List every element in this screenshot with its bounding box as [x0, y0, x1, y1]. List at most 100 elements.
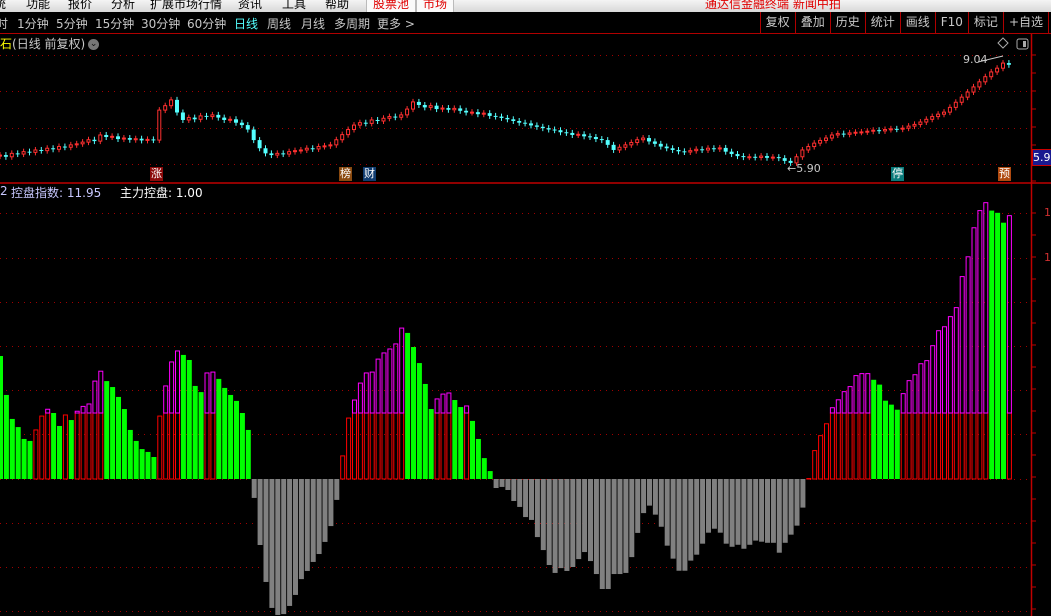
indicator-bar-negative	[776, 479, 782, 553]
current-price-label: 5.98	[1032, 149, 1051, 166]
add-watchlist-button[interactable]: +自选	[1002, 12, 1049, 33]
candle-up	[80, 141, 85, 145]
statistics-button[interactable]: 统计	[864, 12, 900, 33]
candle-down	[446, 108, 451, 110]
candle-down	[664, 146, 669, 149]
menu-item-news[interactable]: 资讯	[238, 0, 263, 11]
period-5min[interactable]: 5分钟	[56, 17, 88, 31]
candle-down	[3, 155, 8, 157]
indicator-bar-fall	[127, 429, 133, 479]
period-multi[interactable]: 多周期	[334, 17, 371, 31]
candle-up	[859, 131, 864, 134]
period-monthly[interactable]: 月线	[301, 17, 326, 31]
indicator-bar-fall	[139, 449, 145, 479]
indicator-bar-rise	[175, 412, 180, 480]
draw-line-button[interactable]: 画线	[899, 12, 935, 33]
indicator-bar-rise-above	[446, 392, 452, 414]
candle-up	[405, 108, 410, 116]
indicator-bar-rise	[340, 455, 346, 480]
event-tag-forecast[interactable]: 预	[998, 167, 1011, 181]
candle-up	[977, 81, 982, 88]
event-tag-limit-up[interactable]: 涨	[150, 167, 163, 181]
menu-item-extended-market[interactable]: 扩展市场行情	[150, 0, 223, 11]
overlay-button[interactable]: 叠加	[794, 12, 830, 33]
menu-item-function[interactable]: 功能	[26, 0, 51, 11]
indicator-bar-rise-above	[80, 405, 86, 414]
menu-item-quote[interactable]: 报价	[68, 0, 93, 11]
event-tag-ranking[interactable]: 榜	[339, 167, 352, 181]
indicator-bar-rise-above	[918, 363, 924, 414]
menu-item-tools[interactable]: 工具	[282, 0, 307, 11]
candle-down	[499, 116, 504, 118]
high-price-annotation: 9.04	[963, 53, 988, 66]
chevron-down-icon[interactable]: ⌄	[88, 39, 100, 50]
candle-up	[930, 116, 935, 120]
f10-button[interactable]: F10	[934, 12, 968, 33]
period-1min[interactable]: 1分钟	[17, 17, 49, 31]
candle-down	[564, 132, 569, 134]
candle-up	[971, 86, 976, 93]
candle-up	[316, 146, 321, 150]
candle-up	[481, 112, 486, 115]
candle-down	[464, 110, 469, 113]
indicator-bar-fall	[458, 407, 464, 479]
period-60min[interactable]: 60分钟	[187, 17, 227, 31]
indicator-bar-fall	[481, 458, 487, 479]
indicator-bar-rise-above	[169, 361, 175, 414]
market-button[interactable]: 市场	[416, 0, 455, 12]
mark-button[interactable]: 标记	[967, 12, 1003, 33]
control-index-label[interactable]: 控盘指数: 11.95	[11, 186, 102, 200]
indicator-bar-rise	[163, 412, 169, 480]
indicator-bar-rise	[835, 412, 841, 480]
event-tag-finance[interactable]: 财	[363, 167, 376, 181]
candle-down	[877, 130, 882, 132]
indicator-bar-negative	[529, 479, 534, 520]
indicator-prefix: 2	[0, 184, 8, 198]
indicator-bar-negative	[298, 479, 304, 580]
candle-up	[452, 107, 457, 111]
candle-down	[175, 99, 179, 113]
window-title: 通达信金融终端 新闻中拍	[705, 0, 841, 11]
indicator-bar-rise-above	[853, 375, 859, 414]
event-tag-suspension[interactable]: 停	[891, 167, 904, 181]
adjust-button[interactable]: 复权	[759, 12, 795, 33]
period-weekly[interactable]: 周线	[267, 17, 292, 31]
indicator-bar-negative	[694, 479, 700, 555]
indicator-bar-rise-above	[971, 227, 977, 414]
menu-item-help[interactable]: 帮助	[325, 0, 350, 11]
menu-item-system[interactable]: 统	[0, 0, 7, 11]
period-15min[interactable]: 15分钟	[95, 17, 135, 31]
candle-up	[912, 123, 917, 127]
indicator-bar-fall	[216, 378, 222, 479]
stock-pool-button[interactable]: 股票池	[366, 0, 417, 12]
candle-up	[210, 114, 215, 118]
candle-down	[363, 122, 368, 124]
indicator-bar-rise-above	[1006, 215, 1012, 414]
indicator-bar-negative	[322, 479, 328, 542]
indicator-bar-negative	[700, 479, 706, 544]
diamond-icon[interactable]	[997, 37, 1009, 49]
indicator-bar-negative	[275, 479, 281, 615]
main-control-label[interactable]: 主力控盘: 1.00	[120, 186, 203, 200]
menu-item-analysis[interactable]: 分析	[111, 0, 136, 11]
period-more[interactable]: 更多 >	[377, 17, 415, 31]
indicator-bar-fall	[228, 394, 234, 479]
indicator-bar-rise-above	[859, 373, 865, 414]
indicator-bar-rise-above	[369, 371, 375, 414]
candle-up	[121, 137, 126, 140]
history-button[interactable]: 历史	[829, 12, 865, 33]
indicator-bar-rise	[859, 412, 865, 480]
candle-down	[894, 128, 899, 130]
axis-label: 1	[1044, 206, 1051, 219]
candle-down	[782, 158, 787, 161]
period-daily[interactable]: 日线	[234, 17, 259, 31]
indicator-bar-fall	[104, 381, 110, 479]
period-intraday[interactable]: 时	[0, 17, 9, 31]
indicator-bar-rise-above	[959, 276, 965, 414]
indicator-bar-rise	[942, 412, 947, 480]
indicator-bar-rise	[98, 412, 104, 480]
period-30min[interactable]: 30分钟	[141, 17, 181, 31]
candle-up	[352, 124, 356, 131]
panel-toggle-icon[interactable]	[1016, 38, 1029, 50]
